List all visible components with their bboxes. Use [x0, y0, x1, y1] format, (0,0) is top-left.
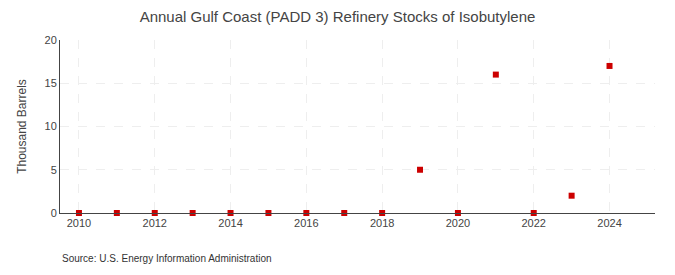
- svg-text:2018: 2018: [370, 217, 394, 229]
- svg-text:2024: 2024: [597, 217, 621, 229]
- svg-text:2012: 2012: [143, 217, 167, 229]
- svg-text:15: 15: [45, 77, 57, 89]
- svg-text:5: 5: [51, 164, 57, 176]
- svg-text:2020: 2020: [446, 217, 470, 229]
- svg-text:2016: 2016: [294, 217, 318, 229]
- svg-text:2014: 2014: [218, 217, 242, 229]
- svg-text:Annual Gulf Coast (PADD 3) Ref: Annual Gulf Coast (PADD 3) Refinery Stoc…: [140, 8, 536, 25]
- svg-text:2010: 2010: [67, 217, 91, 229]
- svg-text:20: 20: [45, 34, 57, 46]
- svg-text:2022: 2022: [521, 217, 545, 229]
- svg-text:10: 10: [45, 120, 57, 132]
- svg-text:0: 0: [51, 207, 57, 219]
- svg-text:Source: U.S. Energy Informatio: Source: U.S. Energy Information Administ…: [62, 253, 272, 264]
- svg-text:Thousand Barrels: Thousand Barrels: [15, 79, 29, 174]
